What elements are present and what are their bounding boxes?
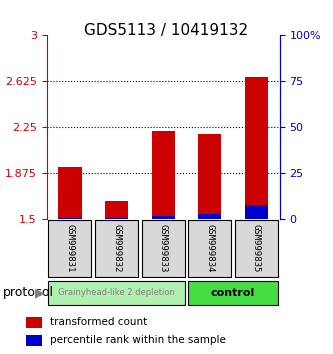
Text: transformed count: transformed count [50, 318, 147, 327]
Text: GSM999833: GSM999833 [159, 224, 168, 273]
FancyBboxPatch shape [142, 220, 184, 277]
Bar [245, 77, 268, 219]
FancyBboxPatch shape [95, 220, 138, 277]
Bar [105, 201, 128, 219]
FancyBboxPatch shape [49, 281, 184, 305]
Text: Grainyhead-like 2 depletion: Grainyhead-like 2 depletion [58, 289, 175, 297]
Bar [58, 218, 82, 219]
Bar [26, 335, 42, 346]
Bar [198, 214, 221, 219]
Bar [152, 216, 175, 219]
Text: GDS5113 / 10419132: GDS5113 / 10419132 [85, 23, 248, 38]
FancyBboxPatch shape [49, 220, 91, 277]
FancyBboxPatch shape [188, 220, 231, 277]
Text: control: control [211, 288, 255, 298]
Text: ▶: ▶ [35, 286, 45, 299]
Bar [198, 133, 221, 219]
FancyBboxPatch shape [188, 281, 278, 305]
Bar [105, 218, 128, 219]
Bar [152, 131, 175, 219]
Text: GSM999834: GSM999834 [205, 224, 214, 273]
Text: GSM999832: GSM999832 [112, 224, 121, 273]
FancyBboxPatch shape [235, 220, 278, 277]
Text: GSM999831: GSM999831 [65, 224, 75, 273]
Bar [245, 205, 268, 219]
Bar [58, 167, 82, 219]
Text: protocol: protocol [3, 286, 54, 299]
Text: percentile rank within the sample: percentile rank within the sample [50, 335, 225, 346]
Text: GSM999835: GSM999835 [252, 224, 261, 273]
Bar [26, 317, 42, 328]
